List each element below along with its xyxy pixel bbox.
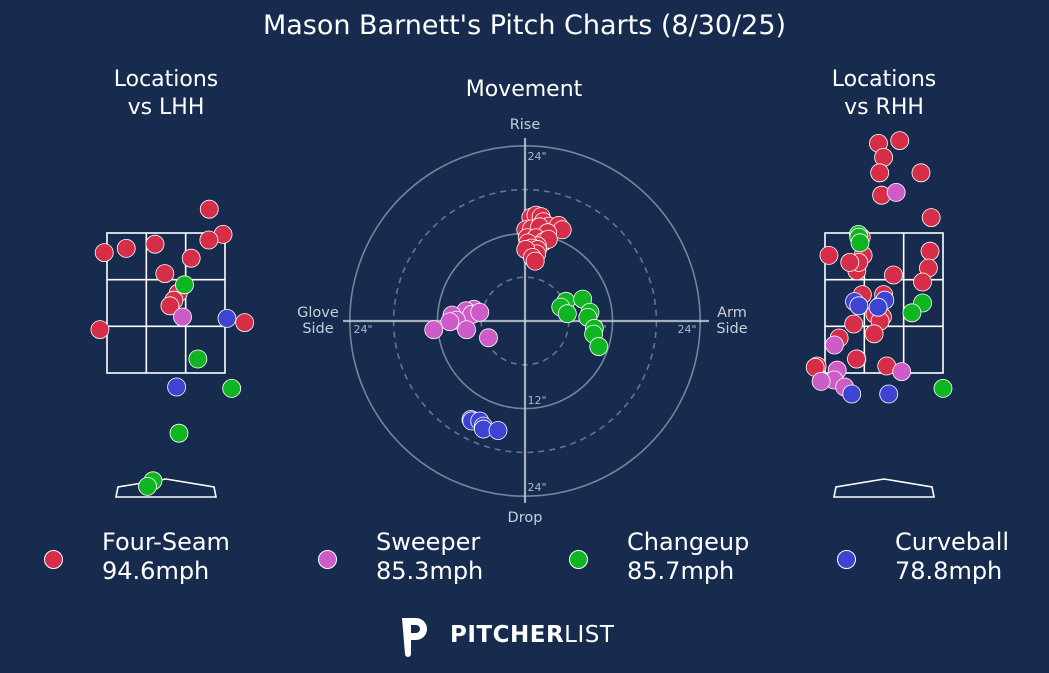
legend-label-changeup: Changeup <box>627 528 750 556</box>
movement-point-changeup <box>589 337 609 356</box>
rhh-point-four-seam <box>913 272 932 292</box>
movement-point-curveball <box>488 421 508 440</box>
movement-point-sweeper <box>424 320 444 340</box>
legend-item-four-seam: Four-Seam 94.6mph <box>102 528 230 586</box>
rhh-point-sweeper <box>825 335 844 355</box>
lhh-home-plate <box>115 478 217 498</box>
legend-velo-four-seam: 94.6mph <box>102 557 210 585</box>
rhh-point-four-seam <box>844 314 864 334</box>
lhh-strike-zone <box>106 232 226 374</box>
lhh-point-changeup <box>188 349 208 369</box>
rhh-point-curveball <box>868 297 888 317</box>
movement-panel-title: Movement <box>465 77 583 102</box>
movement-axis-label-glove-side: Glove <box>297 305 339 321</box>
legend-label-curveball: Curveball <box>895 528 1010 556</box>
movement-axis-label-arm-side: Side <box>716 321 747 337</box>
lhh-point-four-seam <box>94 243 114 263</box>
lhh-title-line-0: Locations <box>113 67 219 92</box>
rhh-point-changeup <box>850 233 870 253</box>
legend-velo-sweeper: 85.3mph <box>376 557 484 585</box>
legend-dot-four-seam <box>44 550 63 569</box>
movement-ring-label: 12" <box>527 394 546 407</box>
legend-velo-changeup: 85.7mph <box>627 557 735 585</box>
rhh-point-sweeper <box>892 362 912 382</box>
rhh-point-four-seam <box>921 208 941 228</box>
pitcherlist-wordmark: PITCHERLIST <box>450 622 614 648</box>
movement-ring-label: 24" <box>677 323 696 336</box>
lhh-point-four-seam <box>160 296 180 316</box>
rhh-point-curveball <box>879 384 899 404</box>
rhh-point-four-seam <box>847 349 866 369</box>
movement-axis-label-glove-side: Side <box>302 321 333 337</box>
legend-velo-curveball: 78.8mph <box>895 557 1003 585</box>
movement-ring-label: 24" <box>353 323 372 336</box>
rhh-point-four-seam <box>864 324 884 344</box>
lhh-point-four-seam <box>181 248 201 268</box>
lhh-point-four-seam <box>199 199 219 219</box>
rhh-point-four-seam <box>874 147 894 167</box>
lhh-point-four-seam <box>155 264 175 284</box>
lhh-point-curveball <box>217 308 237 328</box>
rhh-title-line-1: vs RHH <box>844 95 924 120</box>
lhh-title-line-1: vs LHH <box>127 95 205 120</box>
rhh-point-curveball <box>849 296 869 316</box>
movement-point-sweeper <box>479 328 498 348</box>
legend-item-curveball: Curveball 78.8mph <box>895 528 1009 586</box>
rhh-point-sweeper <box>811 371 831 391</box>
lhh-point-four-seam <box>116 238 136 258</box>
rhh-point-four-seam <box>884 265 903 285</box>
movement-ring-label: 24" <box>527 481 546 494</box>
rhh-point-four-seam <box>890 131 910 151</box>
lhh-panel-title: Locations vs LHH <box>66 66 266 122</box>
lhh-point-curveball <box>167 377 187 397</box>
rhh-point-four-seam <box>840 252 860 272</box>
rhh-point-curveball <box>842 384 862 404</box>
lhh-point-changeup <box>222 378 242 398</box>
rhh-point-changeup <box>933 378 953 398</box>
lhh-point-changeup <box>169 423 189 443</box>
movement-point-sweeper <box>470 302 490 322</box>
lhh-point-four-seam <box>199 230 219 250</box>
rhh-home-plate <box>833 478 935 498</box>
lhh-point-sweeper <box>173 307 192 327</box>
legend-item-sweeper: Sweeper 85.3mph <box>376 528 483 586</box>
movement-axis-label-rise: Rise <box>510 117 541 133</box>
movement-point-sweeper <box>440 312 460 332</box>
rhh-point-sweeper <box>886 182 906 202</box>
movement-axis-label-arm-side: Arm <box>717 305 747 321</box>
legend-dot-changeup <box>569 550 588 569</box>
movement-point-four-seam <box>525 251 545 271</box>
rhh-panel-title: Locations vs RHH <box>784 66 984 122</box>
rhh-point-four-seam <box>911 163 931 183</box>
lhh-point-four-seam <box>235 313 255 333</box>
movement-ring-label: 24" <box>527 150 546 163</box>
rhh-point-four-seam <box>819 245 839 265</box>
lhh-point-changeup <box>138 476 157 496</box>
legend-dot-sweeper <box>318 550 337 569</box>
lhh-point-four-seam <box>145 234 165 254</box>
rhh-point-changeup <box>902 303 922 323</box>
legend-label-sweeper: Sweeper <box>376 528 481 556</box>
logo-text-light: LIST <box>564 622 615 648</box>
logo-text-bold: PITCHER <box>450 622 565 648</box>
movement-axis-label-drop: Drop <box>508 510 543 526</box>
rhh-title-line-0: Locations <box>831 67 937 92</box>
pitcherlist-logo: PITCHERLIST <box>398 612 638 658</box>
movement-point-changeup <box>557 304 577 324</box>
legend-dot-curveball <box>837 550 856 569</box>
movement-point-sweeper <box>457 320 477 340</box>
pitcherlist-logo-mark <box>402 618 427 657</box>
rhh-point-four-seam <box>870 163 890 183</box>
chart-title: Mason Barnett's Pitch Charts (8/30/25) <box>262 10 787 41</box>
legend-item-changeup: Changeup 85.7mph <box>627 528 749 586</box>
lhh-point-four-seam <box>90 320 110 340</box>
lhh-point-changeup <box>175 275 194 295</box>
legend-label-four-seam: Four-Seam <box>102 528 230 556</box>
rhh-point-four-seam <box>920 241 940 261</box>
